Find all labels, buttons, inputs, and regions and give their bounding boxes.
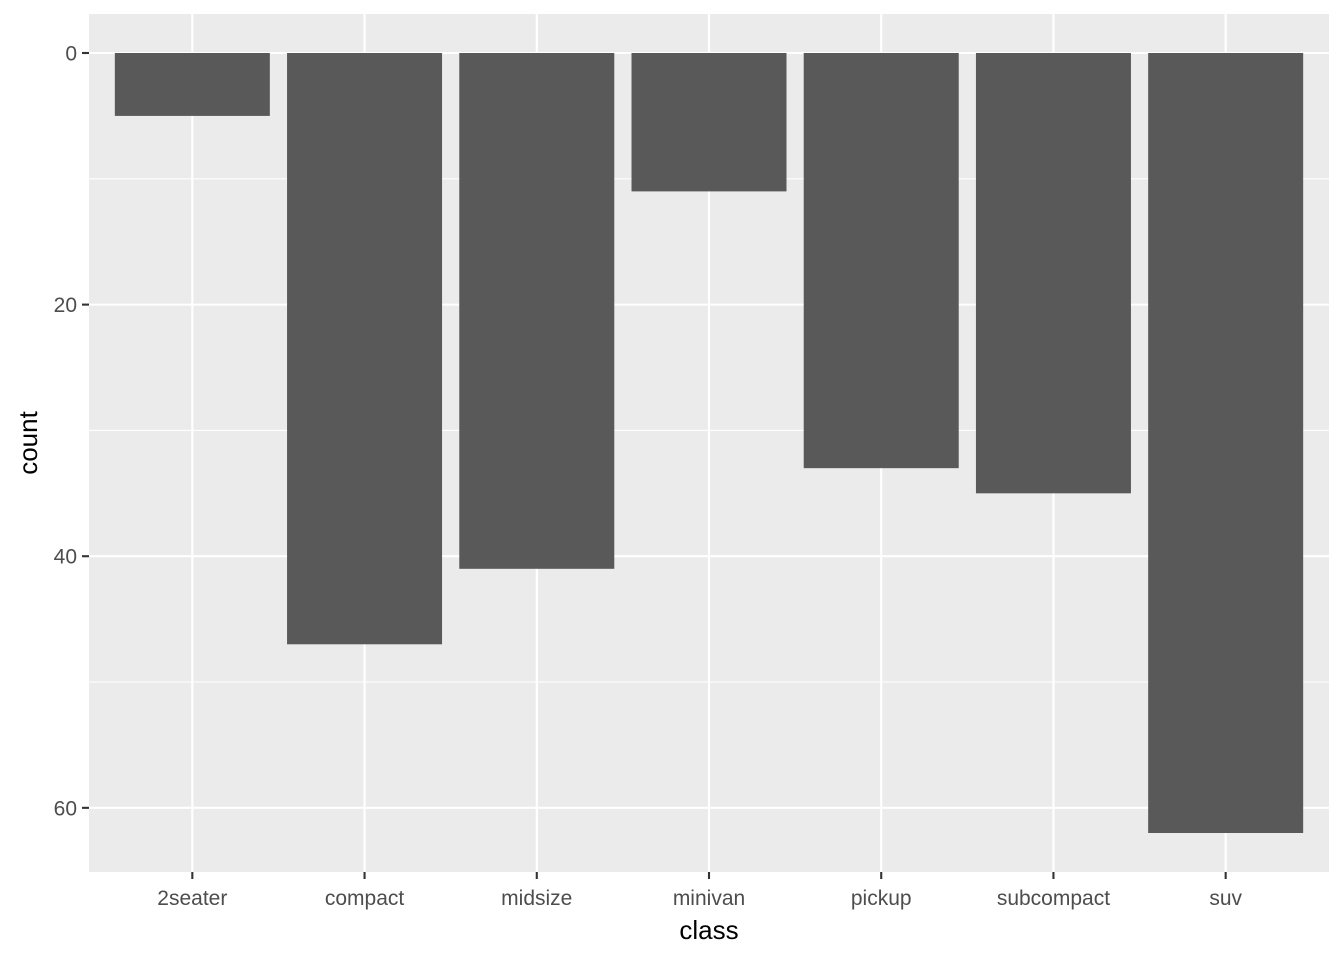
x-tick-label: pickup [851,887,912,910]
x-tick-label: midsize [501,887,572,910]
x-axis: 2seater compact midsize minivan pickup subcom… [157,872,1243,910]
y-tick-label: 0 [65,43,77,66]
x-tick-label: compact [325,887,405,910]
y-tick-label: 20 [54,294,77,317]
bar-pickup [803,53,959,469]
x-axis-title: class [679,915,738,945]
x-tick-label: suv [1209,887,1242,910]
x-tick-label: subcompact [997,887,1110,910]
bar-2seater [114,53,270,116]
bar-midsize [459,53,615,569]
y-tick-label: 60 [54,797,77,820]
bars [114,53,1304,833]
y-axis-title: count [13,410,43,474]
bar-compact [287,53,443,645]
bar-subcompact [975,53,1131,494]
x-tick-label: minivan [673,887,745,910]
y-axis: 0 20 40 60 [54,43,89,820]
bar-minivan [631,53,787,192]
x-tick-label: 2seater [157,887,227,910]
bar-suv [1148,53,1304,833]
y-tick-label: 40 [54,546,77,569]
